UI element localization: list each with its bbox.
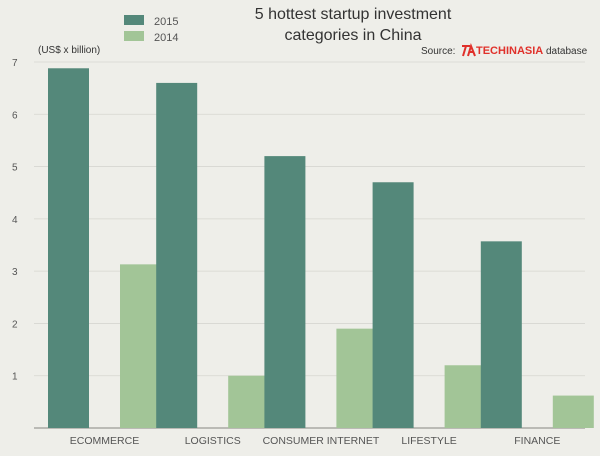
legend-label-2015: 2015: [154, 16, 178, 28]
y-tick-label: 2: [12, 319, 18, 330]
legend-label-2014: 2014: [154, 32, 178, 44]
bar-2015-ecommerce: [48, 68, 89, 428]
x-category-label: LIFESTYLE: [401, 435, 456, 447]
source-note: Source: TECHINASIA database: [421, 42, 588, 57]
bar-2015-finance: [480, 241, 522, 428]
bar-2014-logistics: [228, 375, 270, 428]
source-suffix: database: [546, 46, 588, 57]
y-tick-label: 3: [12, 267, 18, 278]
y-tick-label: 6: [12, 110, 18, 121]
source-prefix: Source:: [421, 46, 455, 57]
legend-swatch-2015: [124, 15, 144, 25]
chart-title-line-1: 5 hottest startup investment: [255, 6, 452, 23]
y-tick-label: 1: [12, 372, 18, 383]
x-category-label: LOGISTICS: [185, 435, 241, 447]
bar-2014-consumer-internet: [336, 328, 378, 428]
y-tick-label: 5: [12, 163, 18, 174]
y-axis-ticks: 1 2 3 4 5 6 7: [12, 58, 18, 383]
y-tick-label: 7: [12, 58, 18, 69]
source-brand: TECHINASIA: [476, 45, 543, 57]
y-axis-label: (US$ x billion): [38, 45, 100, 56]
legend: 2015 2014: [124, 15, 178, 44]
bar-2014-ecommerce: [120, 264, 161, 428]
bars: [48, 68, 594, 429]
bar-2014-lifestyle: [444, 365, 486, 428]
bar-2014-finance: [552, 395, 594, 428]
x-category-label: ECOMMERCE: [70, 435, 139, 447]
bar-2015-logistics: [156, 82, 198, 429]
bar-2015-consumer-internet: [264, 156, 306, 428]
y-tick-label: 4: [12, 215, 18, 226]
chart-title-line-2: categories in China: [285, 27, 422, 44]
legend-swatch-2014: [124, 31, 144, 41]
x-category-label: CONSUMER INTERNET: [263, 435, 380, 447]
x-category-label: FINANCE: [514, 435, 560, 447]
x-axis-labels: ECOMMERCE LOGISTICS CONSUMER INTERNET LIFES…: [70, 435, 561, 447]
techinasia-logo-icon: TECHINASIA: [462, 42, 543, 57]
bar-2015-lifestyle: [372, 182, 414, 428]
